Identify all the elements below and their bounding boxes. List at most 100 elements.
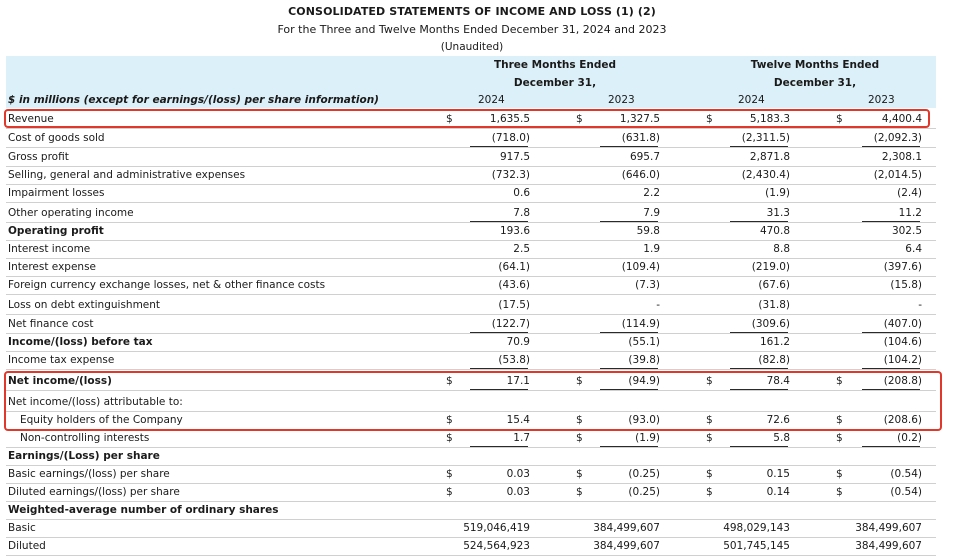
- total-underline: [730, 446, 788, 447]
- currency-symbol: $: [446, 113, 453, 125]
- row-value: (122.7): [491, 318, 530, 330]
- total-underline: [862, 221, 920, 222]
- col-year-12m-2024: 2024: [738, 94, 765, 106]
- currency-symbol: $: [576, 468, 583, 480]
- currency-symbol: $: [836, 486, 843, 498]
- row-label: Selling, general and administrative expe…: [8, 169, 246, 181]
- table-row-gross-profit: Gross profit 917.5 695.7 2,871.8 2,308.1: [6, 148, 936, 166]
- total-underline: [730, 146, 788, 147]
- total-underline: [862, 446, 920, 447]
- currency-symbol: $: [836, 432, 843, 444]
- row-value: 0.6: [513, 187, 530, 199]
- currency-symbol: $: [836, 414, 843, 426]
- table-row-impairment-losses: Impairment losses 0.6 2.2 (1.9) (2.4): [6, 184, 936, 202]
- table-row-income-tax-expense: Income tax expense (53.8) (39.8) (82.8) (104…: [6, 351, 936, 369]
- row-value: 2.2: [643, 187, 660, 199]
- row-value: (2,311.5): [741, 132, 790, 144]
- table-row-net-income-loss: Net income/(loss) $17.1 $ (94.9) $78.4 $ (208.…: [6, 372, 936, 390]
- row-value: 302.5: [891, 225, 922, 237]
- total-underline: [470, 146, 528, 147]
- row-value: 2,871.8: [749, 151, 790, 163]
- row-value: 7.9: [643, 207, 660, 219]
- table-row-diluted: Diluted 524,564,923 384,499,607 501,745,145…: [6, 537, 936, 555]
- total-underline: [600, 389, 658, 390]
- currency-symbol: $: [446, 432, 453, 444]
- row-value: 4,400.4: [881, 113, 922, 125]
- table-row-basic-earnings-loss-per-share: Basic earnings/(loss) per share $0.03 $ (0.…: [6, 465, 936, 483]
- group-three-months-line2: December 31,: [513, 77, 597, 89]
- row-value: (31.8): [758, 299, 790, 311]
- total-underline: [862, 332, 920, 333]
- currency-symbol: $: [706, 113, 713, 125]
- row-value: (407.0): [883, 318, 922, 330]
- col-year-3m-2024: 2024: [478, 94, 505, 106]
- total-underline: [730, 332, 788, 333]
- table-row-diluted-earnings-loss-per-share: Diluted earnings/(loss) per share $0.03 $ (…: [6, 483, 936, 501]
- row-label: Impairment losses: [8, 187, 105, 199]
- row-value: 2.5: [513, 243, 530, 255]
- row-divider: [6, 351, 936, 352]
- row-label: Interest income: [8, 243, 91, 255]
- row-value: (2,092.3): [873, 132, 922, 144]
- row-value: (0.54): [890, 486, 922, 498]
- row-label: Non-controlling interests: [20, 432, 150, 444]
- statement-subtitle: For the Three and Twelve Months Ended De…: [277, 23, 667, 36]
- row-divider: [6, 258, 936, 259]
- currency-symbol: $: [836, 113, 843, 125]
- row-value: 501,745,145: [723, 540, 790, 552]
- row-label: Revenue: [8, 113, 54, 125]
- row-value: 1.9: [643, 243, 660, 255]
- row-divider: [6, 537, 936, 538]
- currency-symbol: $: [446, 468, 453, 480]
- row-label: Basic earnings/(loss) per share: [8, 468, 170, 480]
- row-divider: [6, 501, 936, 502]
- table-row-loss-on-debt-extinguishment: Loss on debt extinguishment (17.5) - (31.8)…: [6, 296, 936, 314]
- row-value: (93.0): [628, 414, 660, 426]
- row-value: (631.8): [621, 132, 660, 144]
- row-value: 6.4: [905, 243, 922, 255]
- row-value: 0.14: [766, 486, 790, 498]
- table-row-operating-profit: Operating profit 193.6 59.8 470.8 302.5: [6, 222, 936, 240]
- row-value: -: [656, 299, 660, 311]
- row-value: 0.15: [766, 468, 790, 480]
- row-value: (208.8): [883, 375, 922, 387]
- currency-symbol: $: [576, 113, 583, 125]
- table-row-foreign-currency-exchange-losses-net-other-finance-costs: Foreign currency exchange losses, net & …: [6, 276, 936, 294]
- row-value: 384,499,607: [855, 522, 922, 534]
- row-value: 78.4: [766, 375, 790, 387]
- row-value: (208.6): [883, 414, 922, 426]
- row-value: (646.0): [621, 169, 660, 181]
- table-row-equity-holders-of-the-company: Equity holders of the Company $15.4 $ (93.0…: [6, 411, 936, 429]
- row-label: Other operating income: [8, 207, 134, 219]
- total-underline: [730, 221, 788, 222]
- row-divider: [6, 333, 936, 334]
- row-divider: [6, 519, 936, 520]
- row-divider: [6, 390, 936, 391]
- total-underline: [730, 368, 788, 369]
- row-label: Income/(loss) before tax: [8, 336, 153, 348]
- currency-symbol: $: [446, 414, 453, 426]
- row-divider: [6, 555, 936, 556]
- table-row-basic: Basic 519,046,419 384,499,607 498,029,143 38…: [6, 519, 936, 537]
- row-divider: [6, 483, 936, 484]
- row-divider: [6, 369, 936, 370]
- currency-symbol: $: [706, 486, 713, 498]
- row-divider: [6, 240, 936, 241]
- col-year-3m-2023: 2023: [608, 94, 635, 106]
- row-value: (0.2): [897, 432, 922, 444]
- table-row-net-income-loss-attributable-to: Net income/(loss) attributable to:: [6, 393, 936, 411]
- row-divider: [6, 202, 936, 203]
- row-label: Cost of goods sold: [8, 132, 105, 144]
- row-value: (1.9): [765, 187, 790, 199]
- total-underline: [470, 221, 528, 222]
- row-label: Diluted earnings/(loss) per share: [8, 486, 180, 498]
- row-label: Diluted: [8, 540, 46, 552]
- total-underline: [600, 446, 658, 447]
- total-underline: [470, 368, 528, 369]
- row-value: (94.9): [628, 375, 660, 387]
- row-value: (309.6): [751, 318, 790, 330]
- row-value: 498,029,143: [723, 522, 790, 534]
- row-value: (0.25): [628, 468, 660, 480]
- total-underline: [862, 146, 920, 147]
- row-value: (0.25): [628, 486, 660, 498]
